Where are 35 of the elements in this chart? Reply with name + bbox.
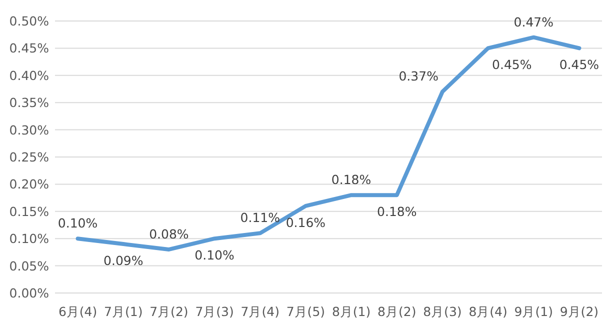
x-tick-label: 8月(3)	[423, 304, 462, 319]
y-tick-label: 0.50%	[9, 14, 50, 28]
data-label: 0.47%	[514, 14, 554, 30]
data-label: 0.18%	[377, 204, 417, 220]
y-tick-label: 0.30%	[9, 122, 50, 138]
y-tick-label: 0.20%	[9, 176, 50, 192]
y-tick-label: 0.45%	[9, 40, 50, 56]
data-label: 0.10%	[58, 216, 98, 231]
data-label: 0.16%	[286, 214, 326, 230]
x-tick-label: 9月(2)	[560, 304, 599, 319]
data-label: 0.08%	[149, 226, 189, 242]
y-tick-label: 0.10%	[9, 231, 50, 246]
data-label: 0.45%	[559, 57, 600, 72]
y-tick-label: 0.05%	[9, 258, 50, 274]
y-tick-label: 0.40%	[9, 68, 50, 83]
data-label: 0.11%	[240, 210, 280, 226]
x-tick-label: 8月(1)	[332, 304, 371, 319]
x-tick-label: 9月(1)	[514, 304, 553, 319]
data-label: 0.18%	[331, 172, 372, 188]
data-label: 0.37%	[398, 68, 439, 84]
y-tick-label: 0.00%	[9, 286, 50, 300]
x-tick-label: 7月(5)	[286, 304, 326, 319]
x-tick-label: 7月(3)	[195, 304, 234, 319]
x-tick-label: 6月(4)	[58, 304, 98, 319]
data-label: 0.09%	[104, 253, 144, 268]
data-label: 0.10%	[194, 248, 235, 263]
data-label: 0.45%	[492, 57, 532, 72]
x-tick-label: 7月(2)	[150, 304, 188, 319]
x-tick-label: 8月(2)	[378, 304, 416, 319]
y-tick-label: 0.25%	[9, 150, 50, 164]
x-tick-label: 7月(1)	[104, 304, 143, 319]
x-tick-label: 7月(4)	[240, 304, 280, 319]
y-tick-label: 0.15%	[9, 204, 50, 219]
y-tick-label: 0.35%	[9, 95, 50, 110]
x-tick-label: 8月(4)	[468, 304, 508, 319]
